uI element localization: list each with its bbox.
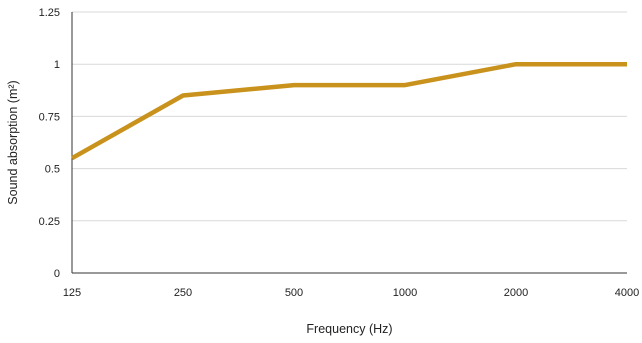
x-axis-title: Frequency (Hz) — [306, 322, 392, 336]
y-tick-label: 0.75 — [39, 111, 60, 123]
y-tick-labels: 0 0.25 0.5 0.75 1 1.25 — [39, 7, 60, 280]
x-tick-label: 125 — [63, 287, 81, 299]
series-group — [70, 61, 628, 161]
series-line — [70, 61, 627, 161]
x-tick-labels: 125 250 500 1000 2000 4000 — [63, 287, 639, 299]
y-tick-label: 1.25 — [39, 7, 60, 19]
x-tick-label: 250 — [174, 287, 192, 299]
y-axis-title: Sound absorption (m²) — [6, 80, 20, 204]
x-tick-label: 2000 — [504, 287, 528, 299]
gridlines — [72, 11, 627, 222]
y-tick-label: 0.5 — [45, 164, 60, 176]
x-tick-label: 500 — [285, 287, 303, 299]
x-tick-label: 1000 — [393, 287, 417, 299]
y-tick-label: 1 — [54, 59, 60, 71]
axes — [71, 12, 627, 274]
y-tick-label: 0 — [54, 268, 60, 280]
y-tick-label: 0.25 — [39, 216, 60, 228]
x-tick-label: 4000 — [615, 287, 639, 299]
